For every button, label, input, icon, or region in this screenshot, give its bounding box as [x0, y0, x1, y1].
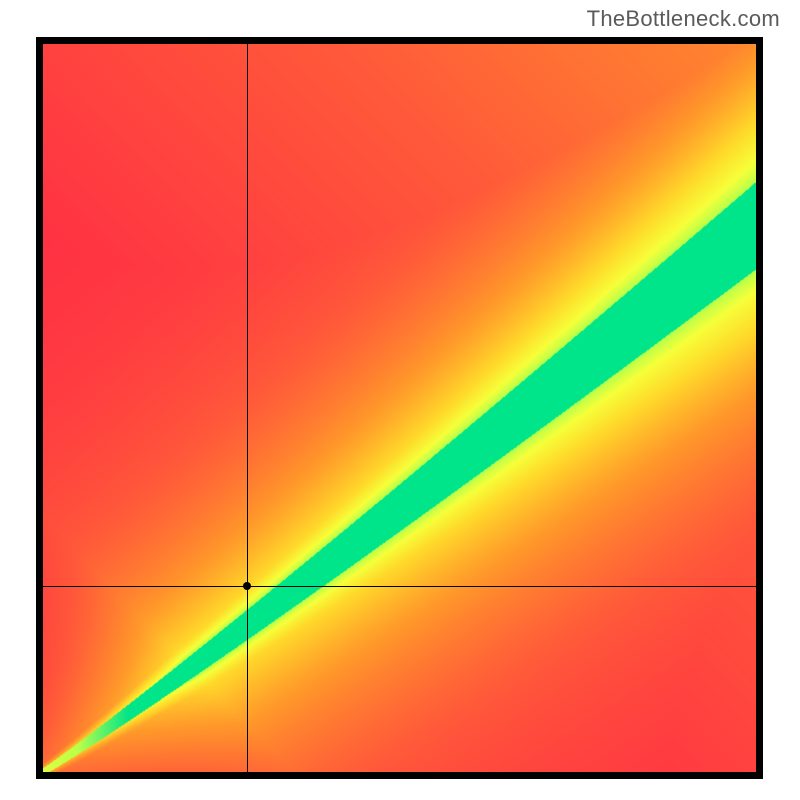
crosshair-horizontal	[43, 586, 756, 587]
crosshair-marker	[243, 582, 251, 590]
plot-area	[43, 44, 756, 772]
heatmap-canvas	[43, 44, 756, 772]
chart-frame	[36, 37, 763, 779]
watermark-text: TheBottleneck.com	[587, 6, 780, 32]
crosshair-vertical	[247, 44, 248, 772]
